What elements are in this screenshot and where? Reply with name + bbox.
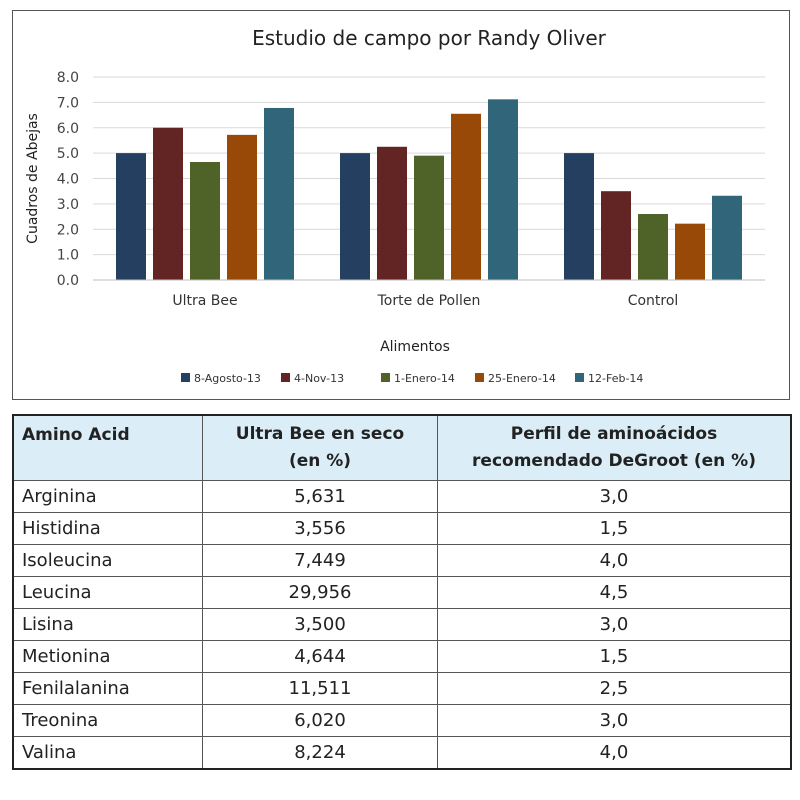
bar [377,146,407,280]
x-tick-label: Control [628,293,679,309]
legend-label: 25-Enero-14 [488,372,556,385]
table-row: Lisina 3,500 3,0 [12,608,792,641]
table-cell-degroot: 4,0 [437,736,792,770]
bar [675,223,705,280]
header-amino-acid: Amino Acid [12,414,203,481]
table-cell-amino: Fenilalanina [12,672,203,705]
y-tick-label: 3.0 [57,197,79,213]
bar [451,113,481,280]
table-row: Treonina 6,020 3,0 [12,704,792,737]
legend-label: 8-Agosto-13 [194,372,261,385]
legend-swatch [181,373,190,382]
bar [190,162,220,280]
header-ultra-bee: Ultra Bee en seco (en %) [202,414,438,481]
amino-acid-table: Amino Acid Ultra Bee en seco (en %) Perf… [12,414,792,770]
bar [264,107,294,281]
y-tick-label: 6.0 [57,121,79,137]
bar [227,134,257,280]
legend-swatch [475,373,484,382]
table-cell-amino: Leucina [12,576,203,609]
chart-title: Estudio de campo por Randy Oliver [252,26,607,50]
table-row: Arginina 5,631 3,0 [12,480,792,513]
legend-swatch [381,373,390,382]
bar [116,153,146,280]
table-cell-ultra: 4,644 [202,640,438,673]
table-cell-ultra: 3,500 [202,608,438,641]
table-cell-ultra: 5,631 [202,480,438,513]
table-cell-amino: Lisina [12,608,203,641]
y-tick-label: 2.0 [57,222,79,238]
y-tick-label: 8.0 [57,70,79,86]
header-degroot-line1: Perfil de aminoácidos [510,424,718,444]
bar [638,214,668,280]
legend-label: 1-Enero-14 [394,372,455,385]
table-row: Valina 8,224 4,0 [12,736,792,770]
table-cell-ultra: 8,224 [202,736,438,770]
table-cell-amino: Histidina [12,512,203,545]
table-row: Leucina 29,956 4,5 [12,576,792,609]
legend-swatch [281,373,290,382]
table-cell-amino: Metionina [12,640,203,673]
table-cell-degroot: 3,0 [437,608,792,641]
table-cell-ultra: 6,020 [202,704,438,737]
table-cell-ultra: 7,449 [202,544,438,577]
y-tick-label: 5.0 [57,146,79,162]
header-ultra-line2: (en %) [288,451,352,471]
table-cell-ultra: 3,556 [202,512,438,545]
legend-label: 4-Nov-13 [294,372,344,385]
table-cell-ultra: 29,956 [202,576,438,609]
bar [414,155,444,280]
bar-chart: Estudio de campo por Randy Oliver 0.0 1.0 2… [12,10,790,400]
bar [488,99,518,280]
table-cell-degroot: 1,5 [437,640,792,673]
table-cell-amino: Treonina [12,704,203,737]
table-cell-degroot: 4,5 [437,576,792,609]
table-cell-degroot: 1,5 [437,512,792,545]
x-tick-label: Ultra Bee [172,293,237,309]
table-cell-degroot: 3,0 [437,704,792,737]
bar [601,191,631,280]
header-ultra-line1: Ultra Bee en seco [235,424,405,444]
table-cell-amino: Valina [12,736,203,770]
header-degroot: Perfil de aminoácidos recomendado DeGroo… [437,414,792,481]
header-amino-label: Amino Acid [22,425,130,445]
table-row: Histidina 3,556 1,5 [12,512,792,545]
table-cell-degroot: 3,0 [437,480,792,513]
table-cell-ultra: 11,511 [202,672,438,705]
chart-canvas: Estudio de campo por Randy Oliver 0.0 1.0 2… [25,26,765,385]
table-row: Fenilalanina 11,511 2,5 [12,672,792,705]
y-tick-label: 0.0 [57,273,79,289]
table-cell-amino: Arginina [12,480,203,513]
y-axis-label: Cuadros de Abejas [25,113,41,244]
bar [712,195,742,280]
table-row: Isoleucina 7,449 4,0 [12,544,792,577]
y-tick-label: 1.0 [57,248,79,264]
bar [564,153,594,280]
table-cell-amino: Isoleucina [12,544,203,577]
bar [340,153,370,280]
legend-swatch [575,373,584,382]
table-header-row: Amino Acid Ultra Bee en seco (en %) Perf… [12,414,792,481]
legend-label: 12-Feb-14 [588,372,643,385]
table-cell-degroot: 4,0 [437,544,792,577]
y-tick-label: 7.0 [57,95,79,111]
table-cell-degroot: 2,5 [437,672,792,705]
header-degroot-line2: recomendado DeGroot (en %) [472,451,756,471]
table-row: Metionina 4,644 1,5 [12,640,792,673]
x-axis-label: Alimentos [380,339,450,355]
y-tick-label: 4.0 [57,172,79,188]
x-tick-label: Torte de Pollen [377,293,481,309]
bar [153,127,183,280]
